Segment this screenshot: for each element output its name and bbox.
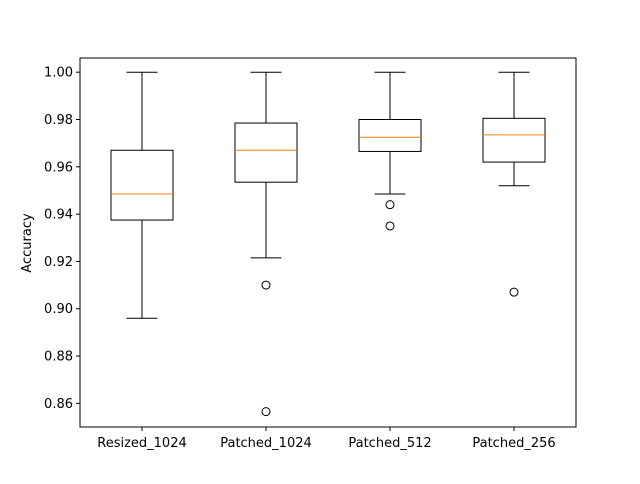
plot-area [110,71,546,417]
box-group [358,71,422,231]
box-group [482,71,546,297]
y-axis-label: Accuracy [20,213,35,273]
iqr-box [482,117,546,163]
outlier-point [261,407,271,417]
x-tick-label: Patched_1024 [220,436,312,451]
y-tick-label: 0.86 [44,397,73,412]
y-tick-label: 0.88 [44,350,73,365]
outlier-point [385,221,395,231]
y-tick-label: 0.90 [44,302,73,317]
outlier-point [509,287,519,297]
x-tick-label: Resized_1024 [97,436,187,451]
y-tick-label: 0.98 [44,113,73,128]
y-tick-label: 0.96 [44,160,73,175]
axes-frame [79,57,577,428]
y-tick-label: 1.00 [44,66,73,81]
y-axis: 0.86 0.88 0.90 0.92 0.94 0.96 0.98 1.00 [44,66,80,412]
box-group [234,71,298,417]
x-tick-label: Patched_512 [348,436,431,451]
iqr-box [358,119,422,152]
box-group [110,71,174,319]
x-tick-label: Patched_256 [472,436,555,451]
outlier-point [261,280,271,290]
iqr-box [110,149,174,221]
outlier-point [385,200,395,210]
iqr-box [234,122,298,183]
y-tick-label: 0.94 [44,208,73,223]
y-tick-label: 0.92 [44,255,73,270]
x-axis: Resized_1024 Patched_1024 Patched_512 Patch… [97,427,556,451]
